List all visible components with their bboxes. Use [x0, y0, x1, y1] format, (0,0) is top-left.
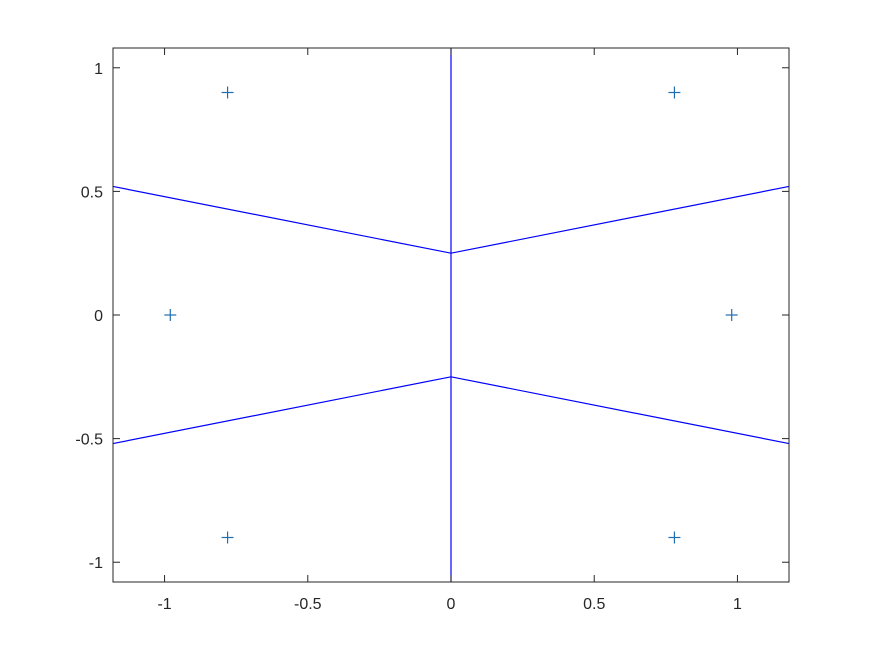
data-point-plus-marker [221, 531, 234, 544]
x-tick-label: 1 [733, 596, 742, 613]
x-tick-label: 0.5 [583, 596, 605, 613]
y-tick-label: 0 [94, 308, 103, 325]
data-point-plus-marker [221, 86, 234, 99]
data-point-plus-marker [725, 309, 738, 321]
x-tick-label: 0 [447, 596, 456, 613]
y-tick-label: 0.5 [81, 184, 103, 201]
y-tick-label: -1 [89, 555, 103, 572]
y-tick-label: 1 [94, 61, 103, 78]
data-point-plus-marker [164, 309, 177, 321]
y-tick-label: -0.5 [75, 432, 103, 449]
data-point-plus-marker [668, 86, 681, 99]
x-tick-label: -1 [157, 596, 171, 613]
x-tick-label: -0.5 [294, 596, 322, 613]
data-point-plus-marker [668, 531, 681, 544]
